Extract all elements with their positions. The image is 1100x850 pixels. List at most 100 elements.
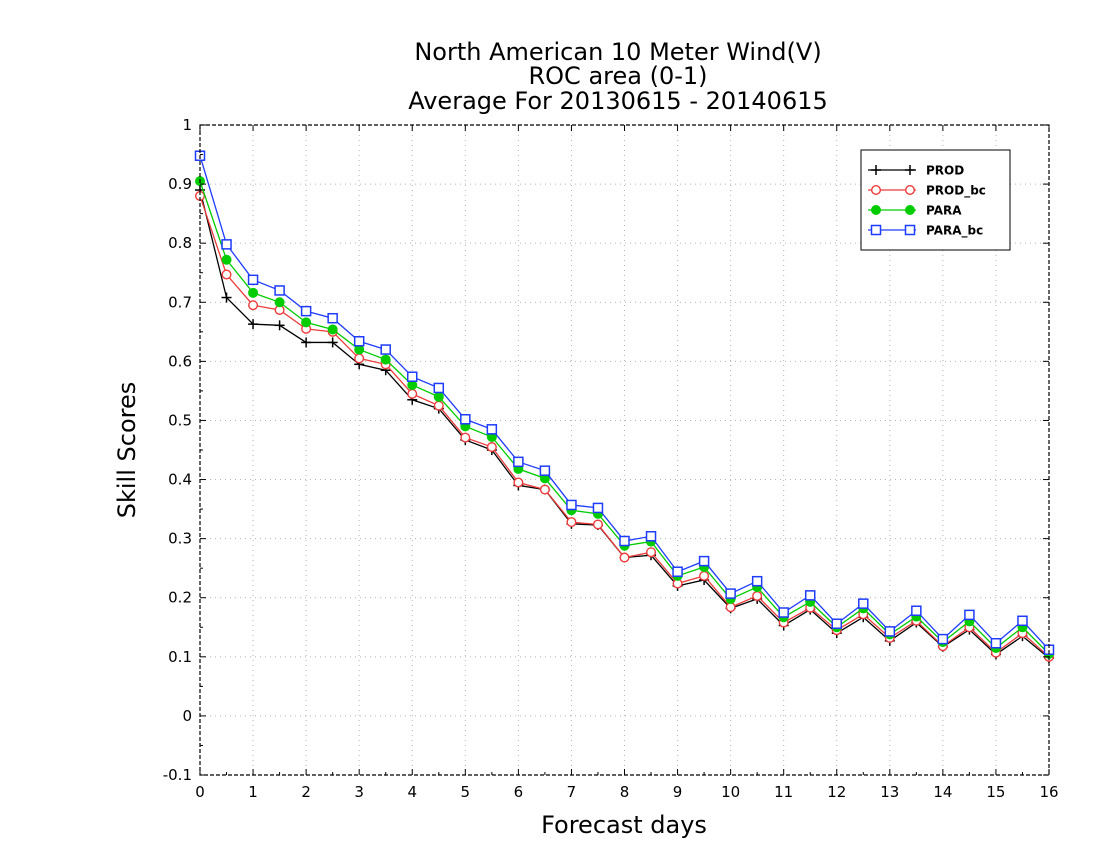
data-point-PARA-2	[248, 287, 259, 298]
data-point-PROD-1	[221, 292, 232, 303]
y-tick-label-1: 0	[182, 707, 192, 725]
data-point-PARA-3	[274, 297, 285, 308]
data-point-PARA_bc-16	[619, 535, 630, 547]
legend-marker-start-PROD	[871, 165, 881, 175]
data-point-PROD_bc-1	[221, 269, 232, 280]
x-tick-label-12: 12	[827, 783, 846, 801]
x-tick-label-7: 7	[567, 783, 577, 801]
x-tick-label-15: 15	[986, 783, 1005, 801]
legend-marker-end-PROD_bc	[905, 184, 916, 195]
y-axis-title: Skill Scores	[113, 382, 141, 519]
x-tick-label-3: 3	[354, 783, 364, 801]
data-point-PARA_bc-28	[937, 633, 949, 645]
legend-marker-end-PROD	[905, 165, 915, 175]
data-point-PROD_bc-16	[619, 552, 630, 563]
data-point-PROD_bc-9	[433, 400, 444, 411]
y-tick-label-5: 0.4	[168, 471, 192, 489]
data-point-PARA_bc-17	[645, 531, 657, 542]
x-tick-label-1: 1	[248, 783, 258, 801]
data-point-PARA_bc-7	[380, 344, 391, 355]
data-point-PARA_bc-27	[911, 605, 922, 616]
data-point-PARA_bc-4	[300, 305, 312, 317]
data-point-PROD_bc-6	[354, 353, 365, 364]
data-point-PARA-7	[380, 354, 391, 365]
data-point-PROD-3	[274, 320, 285, 331]
data-point-PROD_bc-13	[539, 484, 550, 495]
x-tick-label-2: 2	[301, 783, 311, 801]
data-point-PROD_bc-21	[752, 590, 763, 601]
x-tick-label-8: 8	[620, 783, 630, 801]
series-line-PARA	[199, 180, 1050, 655]
y-tick-label-8: 0.7	[168, 293, 192, 311]
data-point-PARA_bc-5	[327, 312, 338, 324]
data-point-PROD_bc-20	[725, 602, 736, 613]
y-tick-label-4: 0.3	[168, 530, 192, 548]
legend-marker-start-PARA	[871, 205, 881, 215]
data-point-PARA_bc-23	[804, 590, 816, 601]
title-line-1: North American 10 Meter Wind(V)	[414, 38, 821, 66]
data-point-PROD_bc-15	[592, 519, 603, 530]
data-point-PROD_bc-19	[699, 570, 710, 581]
data-point-PARA_bc-10	[460, 414, 471, 425]
data-point-PARA_bc-11	[486, 424, 498, 435]
data-point-PARA_bc-24	[831, 618, 842, 629]
data-point-PARA_bc-14	[566, 499, 577, 511]
legend-marker-end-PARA	[905, 205, 915, 215]
data-point-PARA-4	[301, 317, 312, 328]
data-point-PARA-9	[433, 391, 444, 402]
data-point-PARA_bc-29	[964, 609, 975, 621]
legend-entry-PROD: PROD	[868, 164, 964, 178]
y-tick-label-10: 0.9	[168, 175, 192, 193]
data-point-PARA-5	[327, 324, 338, 335]
data-point-PARA_bc-2	[247, 274, 259, 286]
legend-label-PROD_bc: PROD_bc	[926, 184, 986, 199]
legend-entry-PARA: PARA	[868, 204, 962, 218]
data-point-PARA_bc-31	[1017, 615, 1028, 627]
data-point-PROD_bc-12	[513, 477, 524, 488]
series-layer	[194, 150, 1055, 663]
data-point-PROD_bc-2	[248, 300, 259, 311]
data-point-PARA_bc-20	[725, 588, 736, 599]
data-point-PARA_bc-9	[433, 382, 445, 394]
legend-marker-start-PROD_bc	[871, 184, 882, 195]
data-point-PARA_bc-1	[221, 239, 232, 250]
x-tick-label-9: 9	[673, 783, 683, 801]
y-tick-label-2: 0.1	[168, 648, 192, 666]
legend-entry-PARA_bc: PARA_bc	[868, 224, 983, 239]
title-line-3: Average For 20130615 - 20140615	[408, 87, 828, 115]
legend-marker-start-PARA_bc	[870, 224, 882, 236]
legend-box	[860, 149, 1011, 251]
y-tick-label-3: 0.2	[168, 589, 192, 607]
x-tick-label-10: 10	[721, 783, 740, 801]
legend-entry-PROD_bc: PROD_bc	[868, 184, 986, 199]
y-tick-label-6: 0.5	[168, 411, 192, 429]
legend: PROD PROD_bc PARA PARA_bc	[860, 149, 1011, 251]
x-tick-label-5: 5	[461, 783, 471, 801]
data-point-PARA_bc-25	[858, 598, 869, 609]
x-tick-label-11: 11	[774, 783, 793, 801]
x-axis-title: Forecast days	[541, 811, 707, 839]
data-point-PARA-1	[221, 254, 232, 265]
legend-label-PARA_bc: PARA_bc	[926, 224, 983, 239]
data-point-PROD-2	[248, 319, 259, 330]
data-point-PARA_bc-13	[539, 465, 551, 476]
legend-label-PARA: PARA	[926, 204, 962, 218]
y-tick-label-9: 0.8	[168, 234, 192, 252]
data-point-PARA_bc-21	[751, 575, 763, 587]
y-tick-label-11: 1	[182, 116, 192, 134]
data-point-PARA_bc-12	[513, 456, 524, 468]
data-point-PROD_bc-8	[407, 388, 418, 399]
x-tick-label-14: 14	[933, 783, 952, 801]
series-PARA_bc	[194, 150, 1055, 655]
x-tick-label-4: 4	[407, 783, 417, 801]
series-PROD	[195, 185, 1054, 663]
data-point-PARA_bc-18	[672, 566, 683, 577]
y-axis: -0.1 0 0.1 0.2 0.3 0.4 0.5 0.6 0.7 0.8 0.9 1	[163, 116, 1049, 784]
title-line-2: ROC area (0-1)	[528, 62, 707, 90]
data-point-PROD_bc-11	[486, 442, 497, 453]
y-tick-label-7: 0.6	[168, 352, 192, 370]
legend-marker-end-PARA_bc	[904, 224, 916, 236]
data-point-PARA_bc-8	[407, 371, 418, 382]
data-point-PARA_bc-15	[592, 502, 604, 514]
